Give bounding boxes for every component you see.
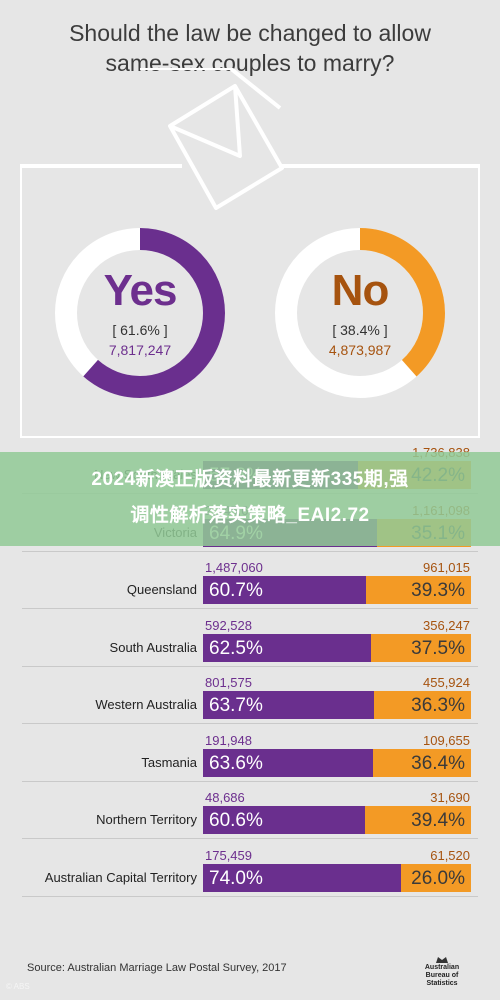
- abs-crest-icon: [436, 957, 448, 963]
- ballot-box-icon: [20, 68, 480, 438]
- yes-count-label: 191,948: [205, 732, 252, 748]
- envelope-icon: [168, 84, 284, 210]
- state-row: Tasmania 191,948 109,655 63.6% 36.4%: [0, 729, 500, 782]
- donut-label-no: No: [331, 266, 390, 315]
- yes-percent-label: 60.6%: [209, 810, 263, 831]
- no-count-label: 356,247: [423, 617, 470, 633]
- donut-arc-no: [275, 228, 445, 398]
- yes-bar-segment: [203, 576, 366, 604]
- row-divider: [22, 895, 478, 897]
- no-bar-segment: [373, 691, 471, 719]
- yes-bar-segment: [203, 748, 374, 777]
- yes-count-label: 1,487,060: [205, 560, 263, 575]
- title-line-2: same-sex couples to marry?: [105, 50, 395, 76]
- logo-line-3: Statistics: [426, 980, 458, 987]
- state-row: South Australia 592,528 356,247 62.5% 37.5%: [0, 614, 500, 667]
- donut-count-no: 4,873,987: [328, 342, 392, 358]
- state-label: Queensland: [126, 582, 197, 597]
- donut-no: No [ 38.4% ] 4,873,987: [275, 228, 445, 398]
- footer: Source: Australian Marriage Law Postal S…: [0, 953, 500, 1000]
- chart-title: Should the law be changed to allow same-…: [0, 18, 500, 78]
- title-line-1: Should the law be changed to allow: [69, 20, 431, 46]
- row-divider: [22, 838, 478, 839]
- no-percent-label: 37.5%: [411, 637, 465, 659]
- logo-line-2: Bureau of: [425, 972, 459, 979]
- stacked-bar: 60.7% 39.3%: [203, 576, 471, 604]
- donut-count-yes: 7,817,247: [108, 342, 172, 358]
- donut-percent-no: [ 38.4% ]: [332, 322, 388, 338]
- yes-count-label: 175,459: [205, 847, 252, 863]
- state-row: Australian Capital Territory 175,459 61,52…: [0, 844, 500, 897]
- donut-yes: Yes [ 61.6% ] 7,817,247: [55, 228, 225, 398]
- state-row: Northern Territory 48,686 31,690 60.6% 39.4%: [0, 786, 500, 839]
- no-percent-label: 36.4%: [411, 752, 465, 774]
- logo-line-1: Australian: [424, 964, 460, 971]
- donut-label-yes: Yes: [103, 266, 178, 315]
- yes-bar-segment: [203, 691, 374, 719]
- stacked-bar: 63.7% 36.3%: [203, 691, 471, 719]
- yes-bar-segment: [203, 863, 402, 892]
- watermark-banner: 2024新澳正版资料最新更新335期,强 调性解析落实策略_EAI2.72: [0, 452, 500, 546]
- yes-percent-label: 60.7%: [209, 580, 263, 601]
- image-watermark: © ABS: [6, 982, 30, 991]
- yes-bar-segment: [203, 633, 371, 662]
- no-bar-segment: [365, 806, 471, 834]
- yes-percent-label: 63.7%: [209, 695, 263, 716]
- yes-percent-label: 63.6%: [209, 752, 263, 774]
- yes-percent-label: 62.5%: [209, 637, 263, 659]
- donut-arc-yes: [55, 228, 225, 398]
- no-percent-label: 36.3%: [411, 695, 465, 716]
- no-count-label: 61,520: [430, 847, 470, 863]
- row-divider: [22, 608, 478, 609]
- row-divider: [22, 780, 478, 782]
- row-divider: [22, 550, 478, 552]
- state-label: Western Australia: [95, 697, 197, 712]
- source-note: Source: Australian Marriage Law Postal S…: [27, 962, 287, 974]
- no-count-label: 109,655: [423, 732, 470, 748]
- stacked-bar: 60.6% 39.4%: [203, 806, 471, 834]
- state-label: South Australia: [109, 639, 197, 655]
- no-count-label: 961,015: [423, 560, 470, 575]
- no-percent-label: 26.0%: [411, 867, 465, 889]
- row-divider: [22, 723, 478, 724]
- no-percent-label: 39.3%: [411, 580, 465, 601]
- no-bar-segment: [365, 576, 471, 604]
- yes-count-label: 48,686: [205, 790, 245, 805]
- yes-count-label: 801,575: [205, 675, 252, 690]
- stacked-bar: 63.6% 36.4%: [203, 748, 471, 777]
- yes-count-label: 592,528: [205, 617, 252, 633]
- state-row: Queensland 1,487,060 961,015 60.7% 39.3%: [0, 556, 500, 609]
- yes-bar-segment: [203, 806, 366, 834]
- stacked-bar: 74.0% 26.0%: [203, 863, 471, 892]
- state-row: Western Australia 801,575 455,924 63.7% 36.3…: [0, 671, 500, 724]
- no-bar-segment: [401, 863, 471, 892]
- no-bar-segment: [370, 633, 471, 662]
- row-divider: [22, 665, 478, 667]
- state-label: Northern Territory: [96, 812, 197, 827]
- yes-percent-label: 74.0%: [209, 867, 263, 889]
- state-label: Tasmania: [141, 754, 197, 770]
- no-bar-segment: [373, 748, 471, 777]
- state-label: Australian Capital Territory: [44, 869, 197, 885]
- no-count-label: 31,690: [430, 790, 470, 805]
- banner-line-2: 调性解析落实策略_EAI2.72: [130, 505, 370, 526]
- no-count-label: 455,924: [423, 675, 470, 690]
- no-percent-label: 39.4%: [411, 810, 465, 831]
- donut-percent-yes: [ 61.6% ]: [112, 322, 168, 338]
- stacked-bar: 62.5% 37.5%: [203, 633, 471, 662]
- banner-line-1: 2024新澳正版资料最新更新335期,强: [91, 469, 409, 490]
- abs-logo: Australian Bureau of Statistics: [414, 955, 470, 995]
